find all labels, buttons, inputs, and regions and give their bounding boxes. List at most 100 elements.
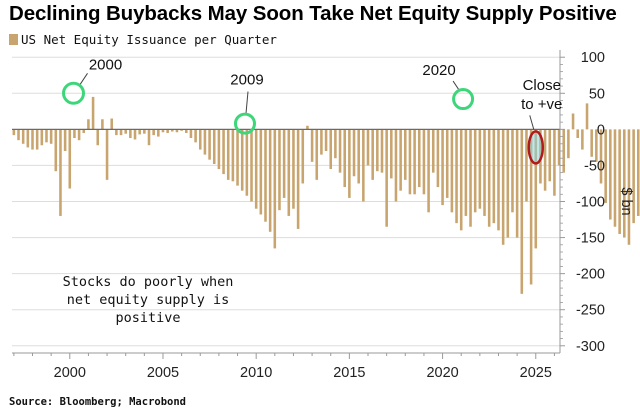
- bar: [506, 129, 510, 238]
- bar: [203, 129, 207, 155]
- bar: [296, 129, 300, 229]
- bar: [497, 129, 500, 231]
- bar: [217, 129, 221, 170]
- annotation-leader: [529, 115, 535, 130]
- highlight-circle: [452, 88, 475, 111]
- bar: [520, 129, 524, 294]
- bar: [385, 129, 388, 227]
- bar: [417, 129, 421, 188]
- x-tick-label: 2025: [520, 365, 552, 381]
- bar: [240, 129, 244, 191]
- bar: [595, 129, 598, 162]
- bar: [77, 129, 81, 141]
- bar: [268, 129, 272, 232]
- bar: [245, 129, 249, 196]
- note-line: positive: [115, 310, 180, 326]
- bar: [124, 129, 127, 134]
- bar: [352, 129, 356, 177]
- bar: [147, 129, 151, 146]
- x-tick-label: 2020: [426, 365, 458, 381]
- legend-swatch: [9, 34, 18, 45]
- bar: [413, 129, 416, 195]
- annotation-leader: [245, 91, 249, 114]
- annotation-label: 2000: [89, 56, 122, 73]
- bar: [161, 129, 165, 133]
- bar: [557, 129, 561, 166]
- bar: [40, 129, 44, 146]
- highlight-circle: [233, 112, 256, 135]
- source-note: Source: Bloomberg; Macrobond: [9, 396, 187, 408]
- y-tick-label: -200: [576, 267, 605, 283]
- bar: [404, 129, 407, 180]
- bar: [571, 113, 575, 130]
- bar: [119, 129, 123, 136]
- bar: [525, 129, 528, 202]
- bar: [91, 96, 95, 130]
- bar: [637, 129, 640, 216]
- bar: [357, 129, 360, 184]
- bar: [348, 129, 351, 198]
- bar: [54, 129, 58, 172]
- bar: [338, 129, 342, 173]
- bar: [282, 129, 286, 198]
- annotation-leader: [79, 73, 88, 86]
- bar: [152, 129, 155, 136]
- bar: [236, 129, 239, 186]
- bar: [287, 129, 291, 216]
- bar: [278, 129, 281, 211]
- grid-layer: [12, 56, 560, 347]
- bar: [362, 129, 365, 202]
- y-tick-label: -50: [584, 158, 605, 174]
- bar: [534, 129, 538, 249]
- bar: [31, 129, 34, 150]
- bar: [441, 129, 444, 206]
- bar: [226, 129, 230, 180]
- bar: [21, 129, 25, 144]
- bar: [180, 129, 183, 131]
- bar: [194, 129, 197, 143]
- legend-label: US Net Equity Issuance per Quarter: [21, 32, 277, 47]
- bar: [609, 129, 612, 220]
- bar: [627, 129, 631, 245]
- note-line: net equity supply is: [67, 292, 230, 308]
- bar: [189, 129, 193, 139]
- bar: [212, 129, 216, 164]
- bar: [292, 129, 295, 209]
- annotation-leader: [452, 80, 460, 91]
- annotation-label: 2020: [422, 62, 455, 79]
- bar: [581, 129, 584, 150]
- highlight-ellipse: [527, 130, 545, 165]
- bar: [49, 129, 53, 144]
- bar: [82, 129, 86, 133]
- y-tick-label: -300: [576, 339, 605, 355]
- annotation-label: 2009: [230, 72, 263, 89]
- bar: [222, 129, 225, 175]
- bar: [632, 129, 635, 224]
- x-tick-label: 2005: [147, 365, 179, 381]
- x-tick-label: 2010: [240, 365, 272, 381]
- y-tick-label: 0: [597, 122, 605, 138]
- bar: [366, 129, 370, 166]
- bar: [455, 129, 458, 224]
- bar: [567, 129, 570, 159]
- bar: [273, 129, 277, 249]
- bar: [478, 129, 482, 209]
- bar: [17, 129, 20, 141]
- bar: [469, 129, 472, 227]
- chart-title: Declining Buybacks May Soon Take Net Equ…: [9, 2, 617, 25]
- x-tick-label: 2015: [333, 365, 365, 381]
- bar: [129, 129, 132, 139]
- bar: [320, 129, 323, 155]
- highlight-circle: [62, 81, 86, 105]
- bar: [623, 129, 626, 238]
- bar: [35, 129, 39, 150]
- annotation-layer: 2000 2009 2020 Close to +ve Stocks do poorly …: [62, 56, 562, 326]
- bar: [422, 129, 426, 195]
- bar: [431, 129, 435, 173]
- bar: [208, 129, 211, 160]
- bar: [324, 129, 328, 151]
- bar: [63, 129, 67, 151]
- bar: [585, 103, 589, 130]
- bar: [259, 129, 263, 215]
